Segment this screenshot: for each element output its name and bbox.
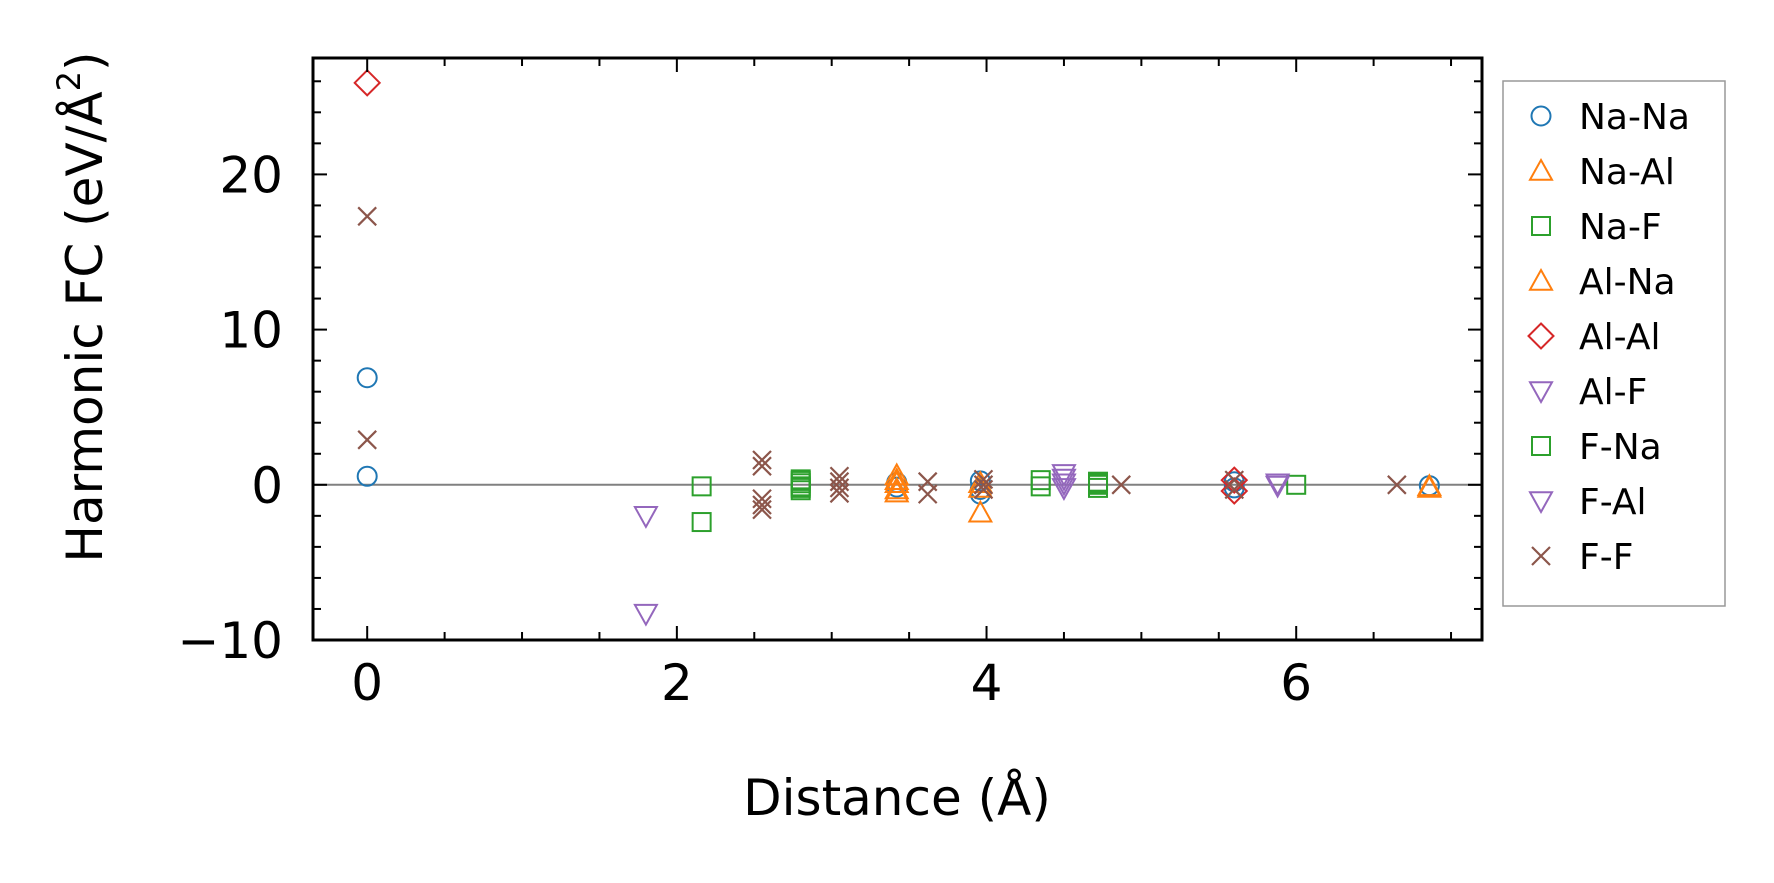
data-point-al-f: [1264, 473, 1291, 497]
data-point-f-na: [1088, 477, 1109, 498]
series-f-na: [790, 469, 1109, 501]
legend-label: Na-Al: [1579, 152, 1675, 193]
plot-area: [313, 68, 1482, 627]
data-point-f-f: [357, 206, 377, 227]
data-point-f-na: [790, 480, 811, 501]
data-points: [353, 68, 1443, 627]
data-point-al-f: [633, 506, 659, 529]
x-tick-label: 2: [661, 654, 693, 712]
y-tick-label: −10: [177, 612, 283, 670]
legend-item-f-f: F-F: [1531, 537, 1633, 578]
legend-marker: [1528, 157, 1554, 181]
x-tick-label: 4: [971, 654, 1003, 712]
data-point-al-na: [1416, 474, 1443, 498]
data-point-f-al: [1264, 475, 1291, 499]
data-point-f-f: [973, 479, 994, 500]
y-tick-label: 0: [251, 457, 283, 515]
data-point-na-na: [356, 367, 378, 389]
legend-label: F-Al: [1579, 482, 1647, 523]
data-point-f-f: [973, 469, 994, 490]
data-point-al-f: [633, 603, 659, 627]
series-f-al: [1051, 468, 1291, 501]
data-point-f-f: [973, 475, 994, 495]
data-point-f-f: [1224, 479, 1245, 500]
x-tick-label: 0: [351, 654, 383, 712]
legend-label: Al-F: [1579, 372, 1647, 413]
legend-item-f-na: F-Na: [1531, 427, 1662, 468]
data-point-na-f: [1286, 474, 1307, 495]
data-point-al-al: [353, 68, 382, 97]
y-axis-label-tail: ): [56, 51, 114, 71]
legend-item-na-na: Na-Na: [1530, 97, 1690, 138]
x-axis-label: Distance (Å): [743, 769, 1051, 827]
legend-label: Al-Na: [1579, 262, 1676, 303]
axes: 0 2 4 6 −10 0 10 20: [177, 56, 1484, 712]
data-point-f-f: [1387, 475, 1407, 495]
legend-label: Na-Na: [1579, 97, 1690, 138]
y-axis-label-sup: 2: [50, 71, 88, 91]
legend-label: Al-Al: [1579, 317, 1660, 358]
legend-marker: [1528, 491, 1554, 515]
data-point-f-f: [752, 499, 772, 520]
legend-marker: [1527, 322, 1555, 350]
data-point-na-al: [884, 479, 910, 503]
legend-marker: [1528, 381, 1554, 405]
data-point-f-f: [1224, 470, 1245, 490]
data-point-al-al: [1220, 477, 1249, 505]
y-tick-label: 10: [219, 302, 283, 360]
data-point-f-f: [829, 483, 850, 504]
legend: Na-Na Na-Al Na-F Al-Na Al-Al Al-F F-Na F-Al F-F: [1502, 80, 1726, 607]
data-point-na-al: [884, 462, 910, 486]
data-point-na-f: [691, 512, 712, 533]
data-point-f-f: [752, 450, 772, 470]
plot-frame: [311, 56, 1484, 642]
legend-item-na-al: Na-Al: [1528, 152, 1675, 193]
legend-marker: [1528, 267, 1554, 291]
data-point-al-f: [1051, 473, 1077, 497]
series-f-f: [357, 206, 1407, 520]
series-al-f: [633, 464, 1291, 627]
legend-item-al-al: Al-Al: [1527, 317, 1660, 358]
data-point-na-f: [1030, 476, 1051, 497]
legend-box: [1502, 80, 1726, 607]
data-point-f-f: [1111, 475, 1132, 495]
data-point-f-f: [829, 478, 850, 498]
data-point-na-na: [356, 465, 378, 487]
legend-item-al-f: Al-F: [1528, 372, 1647, 413]
data-point-al-na: [884, 467, 910, 490]
data-point-f-f: [752, 495, 772, 515]
legend-marker: [1531, 546, 1551, 566]
data-point-na-al: [967, 499, 994, 523]
data-point-al-al: [1220, 466, 1249, 495]
legend-item-al-na: Al-Na: [1528, 262, 1676, 303]
legend-label: F-F: [1579, 537, 1633, 578]
data-point-f-f: [917, 484, 938, 504]
data-point-al-na: [884, 476, 910, 500]
data-point-f-f: [357, 430, 377, 450]
legend-item-f-al: F-Al: [1528, 482, 1647, 523]
legend-item-na-f: Na-F: [1531, 207, 1662, 248]
data-point-f-al: [1051, 478, 1077, 501]
legend-marker: [1531, 216, 1551, 236]
y-tick-label: 20: [219, 146, 283, 204]
legend-marker: [1531, 436, 1551, 456]
data-point-na-f: [691, 476, 712, 497]
legend-marker: [1530, 105, 1552, 127]
y-axis-label-main: Harmonic FC (eV/Å: [56, 91, 114, 562]
series-al-al: [353, 68, 1249, 505]
data-point-na-na: [1223, 471, 1245, 493]
data-point-f-f: [752, 456, 772, 476]
y-axis-label: Harmonic FC (eV/Å2): [50, 51, 114, 562]
legend-label: Na-F: [1579, 207, 1662, 248]
data-point-na-al: [884, 470, 910, 494]
x-tick-label: 6: [1280, 654, 1312, 712]
legend-label: F-Na: [1579, 427, 1662, 468]
